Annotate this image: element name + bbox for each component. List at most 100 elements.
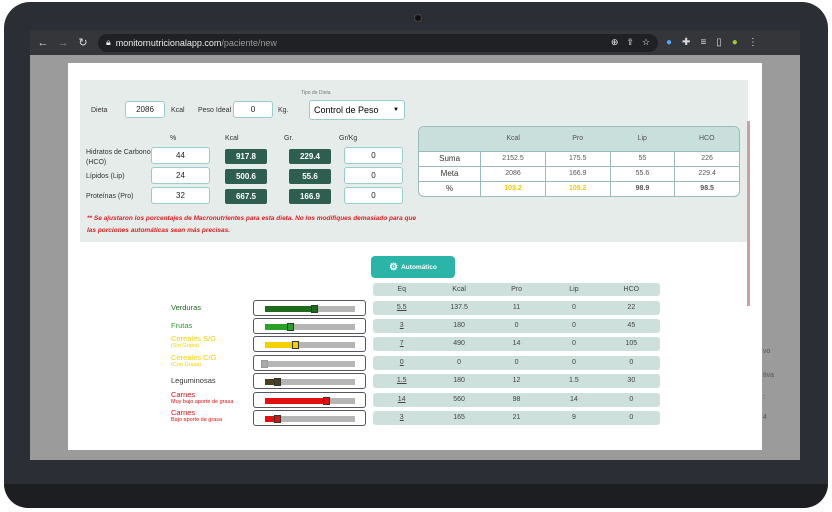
- puzzle-icon[interactable]: ✚: [682, 37, 691, 48]
- portion-cell: 22: [627, 304, 636, 311]
- summary-cell: 2152.5: [480, 152, 545, 166]
- food-group-label: Carnes Bajo aporte de grasa: [171, 408, 222, 424]
- tipo-dieta-select[interactable]: Control de Peso ▼: [309, 100, 405, 120]
- portion-cell: 12: [512, 377, 521, 384]
- share-icon[interactable]: ⇪: [626, 37, 634, 47]
- reading-list-icon[interactable]: ≡: [700, 37, 707, 48]
- macro-kcal: 500.6: [225, 169, 267, 184]
- macro-grkg-input[interactable]: 0: [344, 147, 403, 164]
- gear-icon: ⚙: [389, 261, 399, 273]
- equivalents-input[interactable]: 3: [399, 322, 404, 329]
- portion-cell: 180: [453, 322, 465, 329]
- food-group-label: Leguminosas: [171, 376, 216, 385]
- summary-header-cell: Pro: [572, 135, 584, 142]
- peso-ideal-label: Peso Ideal: [198, 107, 232, 114]
- profile-avatar[interactable]: ●: [731, 37, 738, 48]
- slider-track: [261, 360, 355, 368]
- summary-header: Kcal Pro Lip HCO: [419, 127, 739, 151]
- portion-row: 1.5 180 12 1.5 30: [373, 374, 660, 388]
- automatic-label: Automático: [401, 263, 437, 271]
- summary-cell: 105.2: [544, 182, 610, 196]
- kg-unit: Kg.: [278, 107, 289, 114]
- menu-icon[interactable]: ⋮: [747, 37, 758, 48]
- macro-pct-input[interactable]: 24: [151, 167, 210, 184]
- portion-cell: 14: [570, 396, 578, 403]
- equivalents-input[interactable]: 5.5: [396, 304, 407, 311]
- summary-row: Suma 2152.5 175.5 55 226: [419, 151, 739, 166]
- background-text: :: [763, 394, 765, 401]
- modal-scrollbar[interactable]: [747, 121, 750, 306]
- food-group-label: Frutas: [171, 321, 192, 330]
- slider-handle[interactable]: [273, 415, 281, 423]
- slider-track: [265, 305, 355, 313]
- background-text: vo: [763, 348, 771, 355]
- macro-grkg-input[interactable]: 0: [344, 167, 403, 184]
- portion-row: 7 490 14 0 105: [373, 337, 660, 351]
- forward-icon[interactable]: →: [57, 36, 69, 49]
- star-icon[interactable]: ☆: [641, 37, 650, 47]
- browser-toolbar: ← → ↻ 🔒︎ monitornutricionalapp.com/pacie…: [30, 30, 800, 55]
- diet-modal: Dieta 2086 Kcal Peso Ideal 0 Kg. Tipo de…: [68, 63, 762, 450]
- slider-handle[interactable]: [273, 378, 281, 386]
- portion-cell: 560: [453, 396, 465, 403]
- back-icon[interactable]: ←: [37, 36, 49, 49]
- equivalents-input[interactable]: 3: [399, 414, 404, 421]
- url-path: /paciente/new: [221, 37, 277, 48]
- reload-icon[interactable]: ↻: [78, 37, 88, 49]
- portion-slider[interactable]: [253, 373, 366, 389]
- summary-table: Kcal Pro Lip HCO Suma 2152.5 175.5 55 226 Me…: [418, 126, 740, 197]
- lock-icon: 🔒︎: [106, 37, 111, 47]
- background-text: 4: [763, 414, 767, 421]
- macro-pct-input[interactable]: 32: [151, 187, 210, 204]
- portion-cell: 0: [629, 396, 634, 403]
- tipo-dieta-value: Control de Peso: [314, 105, 379, 115]
- macro-grkg-input[interactable]: 0: [344, 187, 403, 204]
- zoom-icon[interactable]: ⊕: [610, 37, 619, 47]
- portion-cell: 0: [571, 359, 576, 366]
- portions-header-cell: Kcal: [452, 286, 466, 293]
- equivalents-input[interactable]: 7: [399, 340, 404, 347]
- equivalents-input[interactable]: 14: [397, 396, 406, 403]
- sidepanel-icon[interactable]: ▯: [716, 37, 722, 48]
- slider-handle[interactable]: [291, 341, 299, 349]
- equivalents-input[interactable]: 1.5: [396, 377, 407, 384]
- slider-handle[interactable]: [261, 360, 268, 368]
- summary-cell: 229.4: [674, 167, 739, 181]
- slider-track: [265, 323, 355, 331]
- portion-slider[interactable]: [253, 392, 366, 408]
- food-group-label: Cereales C/G (Con Grasa): [171, 353, 216, 369]
- portion-cell: 137.5: [450, 304, 468, 311]
- col-header: Kcal: [225, 135, 239, 142]
- portion-cell: 0: [571, 322, 576, 329]
- address-bar[interactable]: 🔒︎ monitornutricionalapp.com/paciente/ne…: [98, 33, 658, 52]
- portion-slider[interactable]: [253, 410, 366, 426]
- portion-cell: 21: [512, 414, 521, 421]
- summary-cell: 98.9: [609, 182, 675, 196]
- slider-handle[interactable]: [323, 397, 331, 405]
- slider-track: [265, 341, 355, 349]
- portion-slider[interactable]: [253, 300, 366, 316]
- summary-cell: Suma: [439, 154, 461, 163]
- slider-handle[interactable]: [287, 323, 295, 331]
- peso-ideal-input[interactable]: 0: [233, 101, 273, 118]
- dieta-input[interactable]: 2086: [125, 101, 165, 118]
- portion-slider[interactable]: [253, 355, 366, 371]
- automatic-button[interactable]: ⚙ Automático: [371, 256, 455, 278]
- extension-pin-icon[interactable]: ●: [666, 37, 673, 48]
- macro-pct-input[interactable]: 44: [151, 147, 210, 164]
- portion-slider[interactable]: [253, 336, 366, 352]
- summary-cell: 55: [609, 152, 675, 166]
- portion-row: 0 0 0 0 0: [373, 356, 660, 370]
- portion-cell: 14: [512, 340, 521, 347]
- food-group-name: Cereales S/G: [171, 334, 217, 343]
- equivalents-input[interactable]: 0: [399, 359, 404, 366]
- portion-slider[interactable]: [253, 318, 366, 334]
- col-header: Gr.: [284, 135, 294, 142]
- portion-cell: 0: [514, 359, 519, 366]
- kcal-unit: Kcal: [171, 107, 185, 114]
- portion-cell: 9: [571, 414, 576, 421]
- macro-kcal: 667.5: [225, 189, 267, 204]
- slider-handle[interactable]: [310, 305, 318, 313]
- summary-cell: 103.2: [480, 182, 545, 196]
- macro-gr: 55.6: [289, 169, 331, 184]
